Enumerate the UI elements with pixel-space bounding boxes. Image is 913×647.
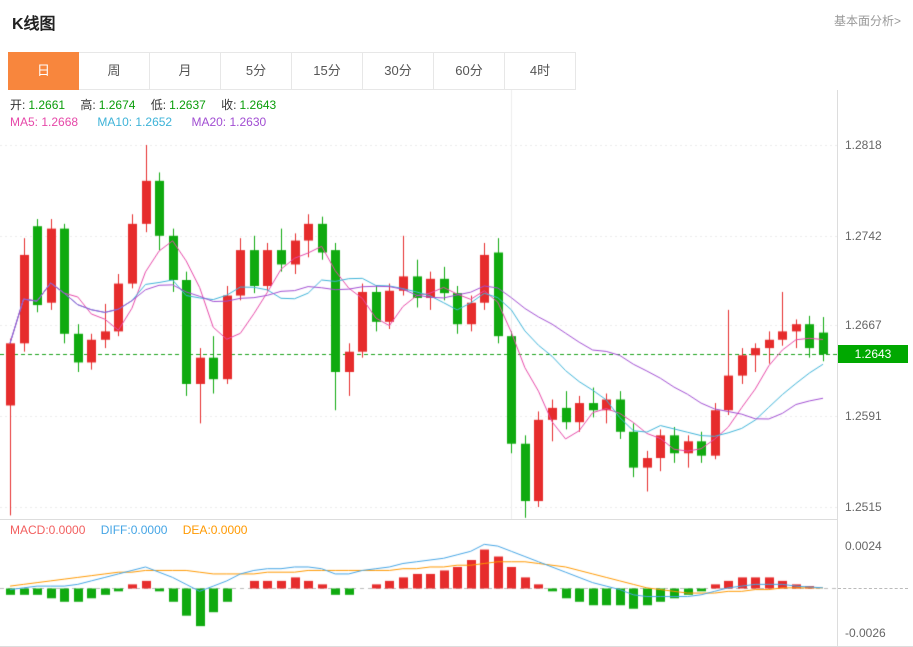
macd-axis-label: 0.0024 [845, 539, 882, 553]
ma10-legend: MA10: 1.2652 [97, 115, 173, 129]
macd-chart-canvas[interactable] [0, 520, 837, 647]
ma-legend: MA5: 1.2668 MA10: 1.2652 MA20: 1.2630 [10, 115, 282, 129]
y-axis-label: 1.2591 [845, 409, 882, 423]
y-axis-label: 1.2515 [845, 500, 882, 514]
tab-5min[interactable]: 5分 [221, 52, 292, 90]
header: K线图 基本面分析> [0, 0, 913, 33]
panel-divider [0, 519, 837, 520]
open-label: 开: [10, 98, 26, 112]
y-axis-label: 1.2667 [845, 318, 882, 332]
high-value: 1.2674 [98, 98, 136, 112]
high-label: 高: [80, 98, 96, 112]
dea-value: DEA:0.0000 [182, 523, 248, 537]
axis-divider [837, 90, 838, 647]
diff-value: DIFF:0.0000 [100, 523, 168, 537]
tab-week[interactable]: 周 [79, 52, 150, 90]
macd-zero-line-extension [838, 588, 908, 589]
tab-4hour[interactable]: 4时 [505, 52, 576, 90]
current-price-badge: 1.2643 [838, 345, 908, 363]
fundamental-analysis-link[interactable]: 基本面分析> [833, 14, 901, 28]
low-value: 1.2637 [169, 98, 206, 112]
macd-value: MACD:0.0000 [10, 523, 86, 537]
open-value: 1.2661 [28, 98, 66, 112]
close-label: 收: [221, 98, 237, 112]
macd-axis-label: -0.0026 [845, 626, 886, 640]
ohlc-legend: 开: 1.2661 高: 1.2674 低: 1.2637 收: 1.2643 [10, 96, 276, 113]
y-axis-label: 1.2818 [845, 138, 882, 152]
page-title: K线图 [12, 16, 56, 33]
tab-30min[interactable]: 30分 [363, 52, 434, 90]
tab-15min[interactable]: 15分 [292, 52, 363, 90]
ma20-legend: MA20: 1.2630 [191, 115, 267, 129]
tab-day[interactable]: 日 [8, 52, 79, 90]
y-axis-label: 1.2742 [845, 229, 882, 243]
chart-area: 开: 1.2661 高: 1.2674 低: 1.2637 收: 1.2643 MA5:… [0, 90, 913, 647]
low-label: 低: [150, 98, 167, 112]
tab-60min[interactable]: 60分 [434, 52, 505, 90]
close-value: 1.2643 [239, 98, 277, 112]
tab-month[interactable]: 月 [150, 52, 221, 90]
macd-legend: MACD:0.0000 DIFF:0.0000 DEA:0.0000 [10, 523, 259, 537]
ma5-legend: MA5: 1.2668 [10, 115, 79, 129]
period-tabs: 日 周 月 5分 15分 30分 60分 4时 [8, 52, 913, 90]
price-chart-canvas[interactable] [0, 90, 837, 519]
